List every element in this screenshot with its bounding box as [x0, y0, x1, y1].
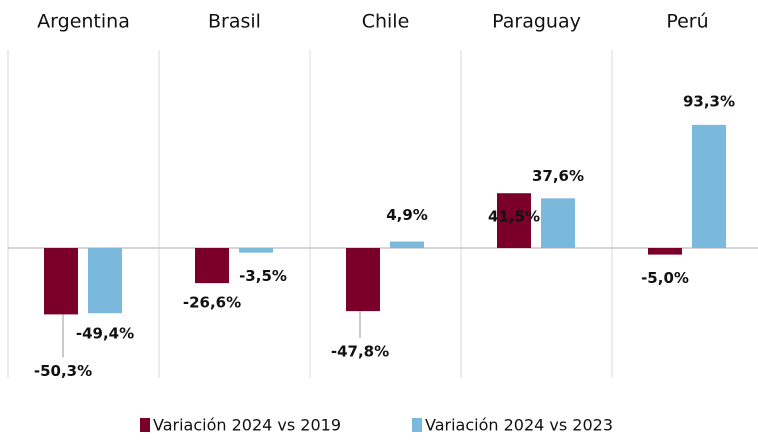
- category-label: Chile: [362, 11, 410, 33]
- bar: [692, 124, 726, 248]
- category-label: Perú: [666, 11, 708, 33]
- value-label: 93,3%: [683, 92, 735, 110]
- bar: [497, 193, 531, 248]
- bar: [541, 198, 575, 248]
- legend-label: Variación 2024 vs 2019: [153, 416, 341, 435]
- legend-label: Variación 2024 vs 2023: [425, 416, 613, 435]
- value-label: 41,5%: [488, 208, 540, 226]
- bar: [239, 248, 273, 253]
- value-label: -50,3%: [34, 362, 92, 380]
- bar: [88, 248, 122, 314]
- bar: [44, 248, 78, 315]
- bar: [195, 248, 229, 284]
- value-label: -5,0%: [641, 269, 689, 287]
- value-label: 37,6%: [532, 167, 584, 185]
- legend-swatch: [140, 418, 150, 432]
- category-label: Argentina: [37, 11, 130, 33]
- value-label: 4,9%: [386, 206, 428, 224]
- category-label: Paraguay: [492, 11, 581, 33]
- value-label: -26,6%: [183, 294, 241, 312]
- value-label: -49,4%: [76, 325, 134, 343]
- bar: [346, 248, 380, 312]
- value-label: -47,8%: [331, 343, 389, 361]
- legend-swatch: [412, 418, 422, 432]
- category-label: Brasil: [208, 11, 261, 33]
- bar: [390, 241, 424, 248]
- bar: [648, 248, 682, 255]
- value-label: -3,5%: [239, 267, 287, 285]
